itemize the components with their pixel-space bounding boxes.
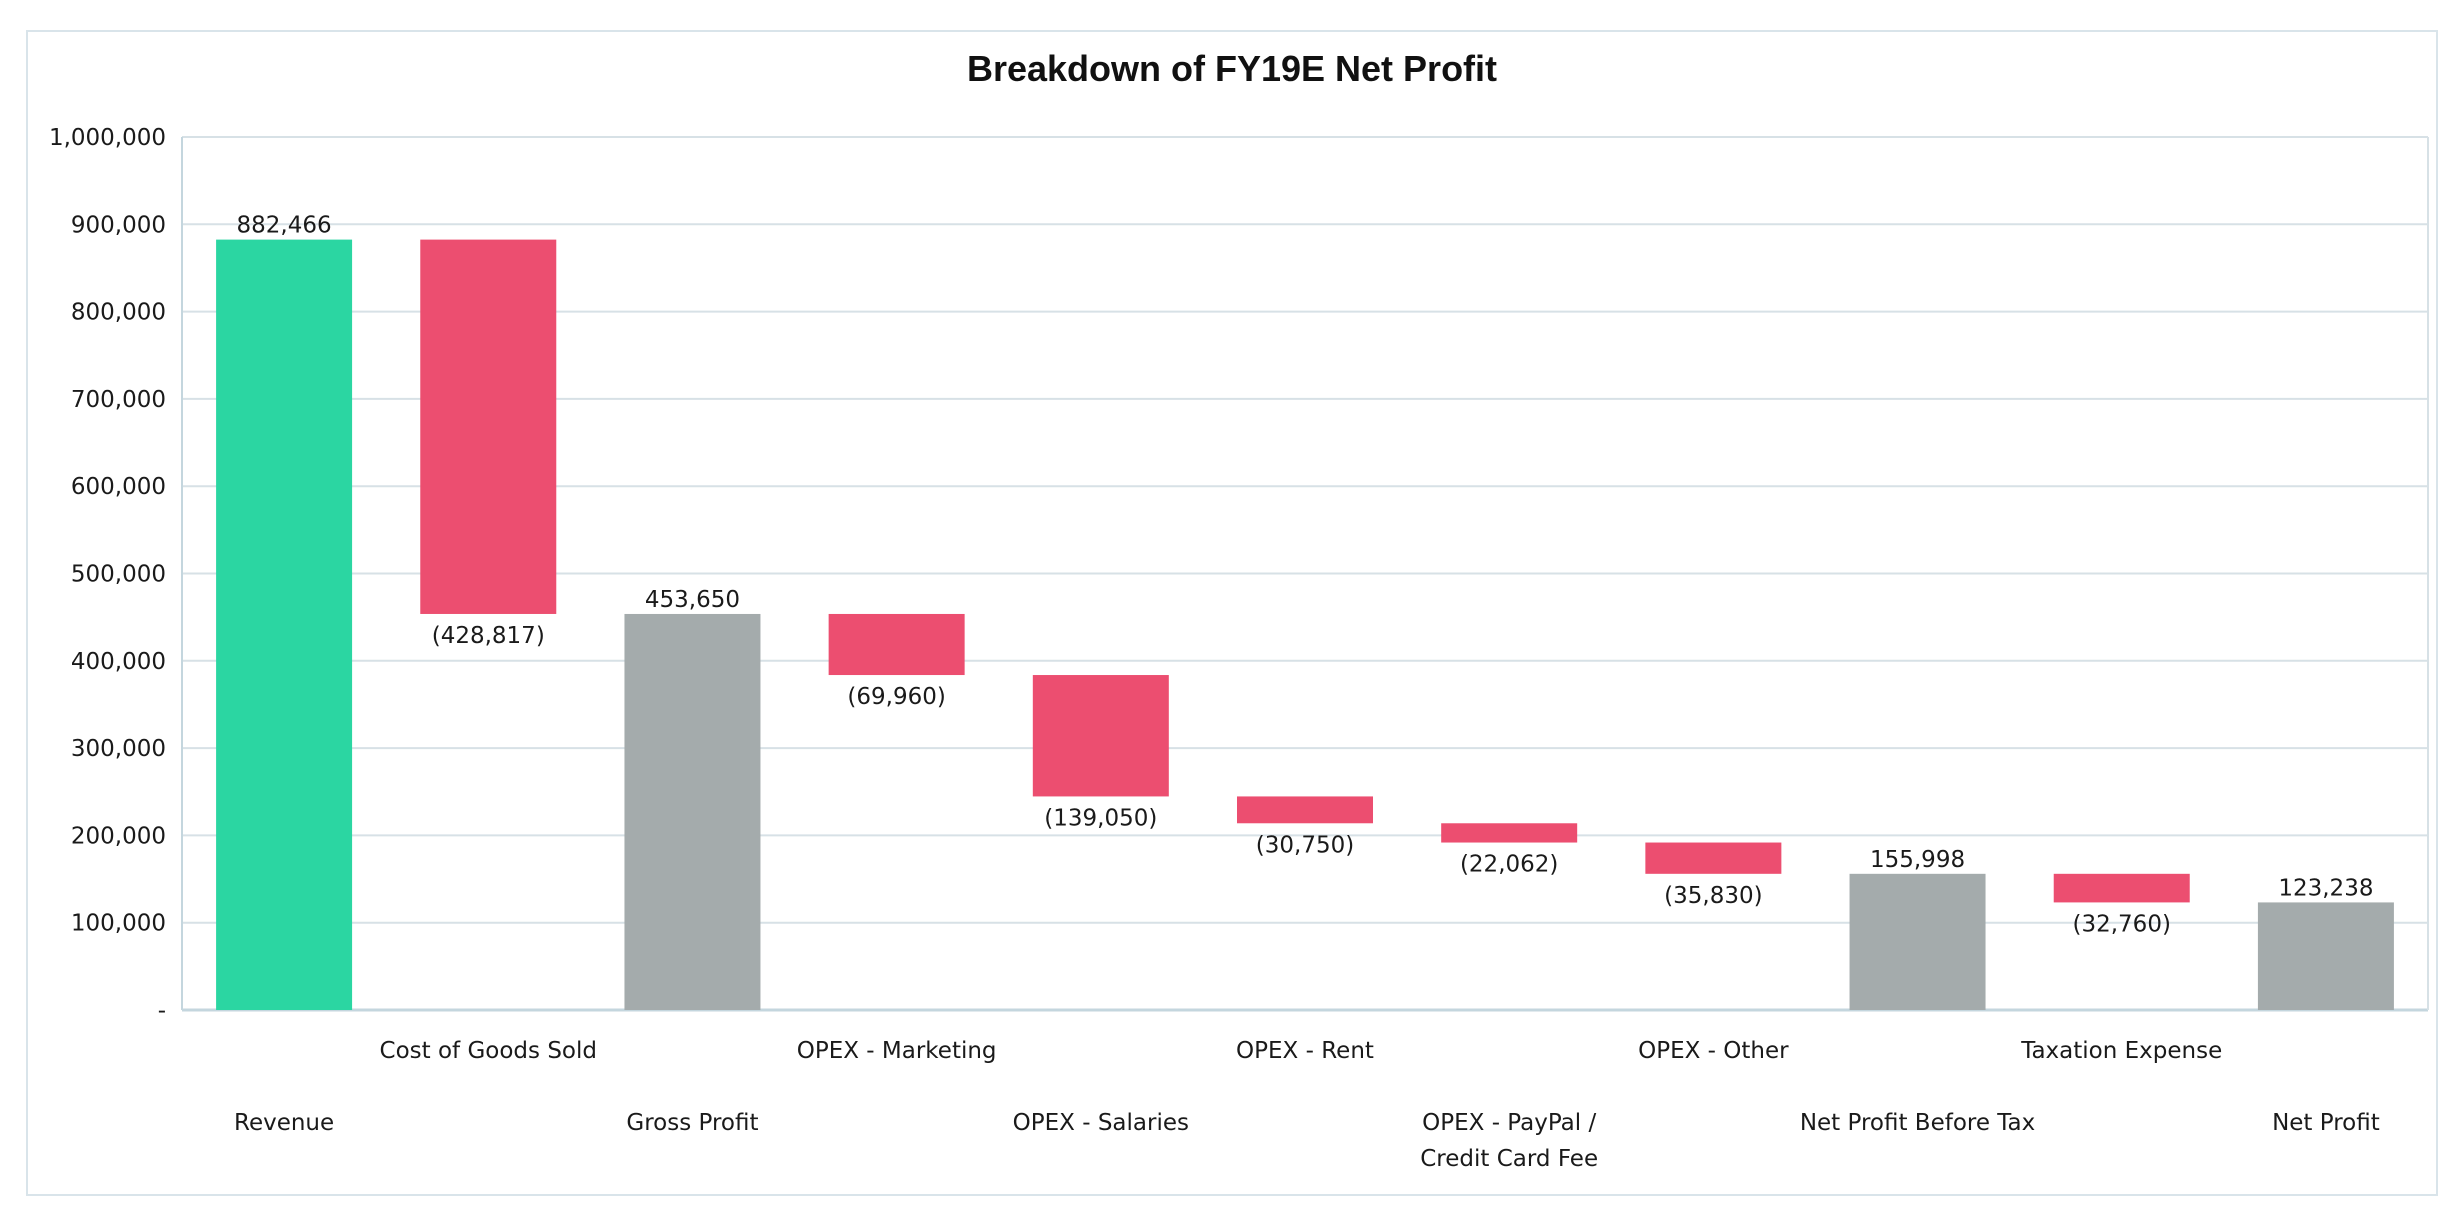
- y-tick-label: 300,000: [71, 736, 166, 762]
- y-tick-label: 700,000: [71, 387, 166, 413]
- data-label: (32,760): [2073, 911, 2171, 937]
- chart-title: Breakdown of FY19E Net Profit: [966, 48, 1498, 89]
- waterfall-bar: [1645, 842, 1782, 874]
- waterfall-bar: [828, 613, 965, 676]
- y-tick-label: 1,000,000: [49, 125, 166, 151]
- x-tick-label: OPEX - Salaries: [1013, 1110, 1189, 1136]
- waterfall-bar: [2053, 873, 2190, 903]
- data-label: (22,062): [1460, 852, 1558, 878]
- data-label: 155,998: [1870, 847, 1965, 873]
- x-tick-label: Net Profit Before Tax: [1800, 1110, 2035, 1136]
- data-labels: 882,466 (428,817) 453,650 (69,960) (139,050)…: [237, 213, 2374, 938]
- y-tick-label: 200,000: [71, 823, 166, 849]
- x-tick-label: Revenue: [234, 1110, 334, 1136]
- data-label: 882,466: [237, 213, 332, 239]
- x-tick-label: OPEX - Rent: [1236, 1038, 1374, 1064]
- y-tick-label: 100,000: [71, 911, 166, 937]
- data-label: (139,050): [1044, 805, 1157, 831]
- waterfall-bar: [1849, 873, 1986, 1010]
- x-tick-label: Taxation Expense: [2020, 1038, 2222, 1064]
- bars: [216, 239, 2394, 1010]
- data-label: (35,830): [1664, 883, 1762, 909]
- x-tick-label: OPEX - PayPal / Credit Card Fee: [1420, 1110, 1598, 1172]
- x-axis-labels: Revenue Cost of Goods Sold Gross Profit OPE…: [234, 1038, 2380, 1172]
- gridlines: [182, 136, 2428, 1012]
- y-tick-label: 400,000: [71, 649, 166, 675]
- x-tick-label: Cost of Goods Sold: [380, 1038, 597, 1064]
- data-label: 453,650: [645, 587, 740, 613]
- waterfall-bar: [1032, 675, 1169, 797]
- waterfall-bar: [420, 239, 557, 614]
- y-tick-label: 800,000: [71, 300, 166, 326]
- y-tick-label: 600,000: [71, 474, 166, 500]
- data-label: (69,960): [847, 684, 945, 710]
- waterfall-bar: [1441, 823, 1578, 843]
- data-label: (30,750): [1256, 832, 1354, 858]
- data-label: (428,817): [432, 623, 545, 649]
- x-tick-label: Gross Profit: [626, 1110, 758, 1136]
- y-tick-label: -: [158, 998, 166, 1024]
- waterfall-bar: [216, 239, 353, 1010]
- x-tick-label: Net Profit: [2272, 1110, 2380, 1136]
- y-axis: - 100,000 200,000 300,000 400,000 500,000 600,…: [49, 125, 2429, 1024]
- waterfall-bar: [2257, 902, 2394, 1010]
- y-tick-label: 900,000: [71, 212, 166, 238]
- data-label: 123,238: [2278, 875, 2373, 901]
- waterfall-bar: [624, 613, 761, 1010]
- waterfall-bar: [1237, 796, 1373, 824]
- x-tick-label: OPEX - Marketing: [797, 1038, 997, 1064]
- y-tick-label: 500,000: [71, 562, 166, 588]
- x-tick-label: OPEX - Other: [1638, 1038, 1789, 1064]
